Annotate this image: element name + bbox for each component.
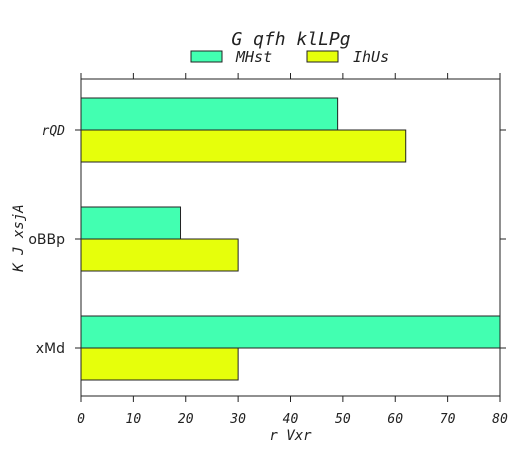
- y-tick-label: oBBp: [28, 232, 65, 248]
- bar-MHst-rQD: [80, 97, 339, 131]
- x-tick-label: 20: [178, 412, 194, 427]
- x-tick-label: 30: [229, 412, 246, 427]
- x-tick-label: 10: [126, 412, 142, 427]
- x-tick-label: 40: [283, 412, 299, 427]
- bar-IhUs-xMd: [80, 347, 239, 381]
- x-tick-label: 50: [335, 412, 351, 427]
- x-axis: 0 10 20 30 40 50 60 70 80: [77, 73, 508, 427]
- x-tick-label: 80: [492, 412, 508, 427]
- bars-group: [80, 97, 501, 381]
- y-axis: rQD oBBp xMd: [28, 124, 506, 357]
- y-tick-label: rQD: [42, 124, 66, 139]
- chart-title: G qfh klLPg: [231, 29, 350, 50]
- x-tick-label: 70: [440, 412, 456, 427]
- bar-MHst-xMd: [80, 315, 501, 349]
- legend-swatch-IhUs: [306, 50, 339, 63]
- x-tick-label: 60: [387, 412, 403, 427]
- legend: MHst IhUs: [190, 48, 389, 66]
- bar-IhUs-oBBp: [80, 238, 239, 272]
- legend-swatch-MHst: [190, 50, 223, 63]
- y-axis-label: K J xsjA: [11, 204, 27, 272]
- bar-MHst-oBBp: [80, 206, 182, 240]
- x-axis-label: r Vxr: [269, 428, 312, 444]
- x-tick-label: 0: [77, 412, 85, 427]
- bar-IhUs-rQD: [80, 129, 407, 163]
- y-tick-label: xMd: [36, 341, 65, 357]
- legend-label-MHst: MHst: [235, 48, 272, 66]
- legend-label-IhUs: IhUs: [353, 48, 389, 66]
